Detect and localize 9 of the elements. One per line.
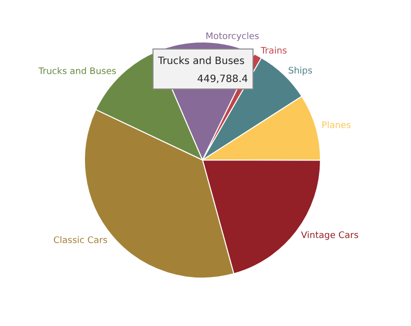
text: Trucks and Buses bbox=[157, 56, 245, 67]
slice-label: Classic Cars bbox=[53, 236, 108, 246]
slice-label: Trucks and Buses bbox=[37, 66, 117, 77]
slice-label: Ships bbox=[288, 66, 313, 76]
text: 449,788.4 bbox=[197, 74, 248, 85]
slice-label: Vintage Cars bbox=[301, 231, 359, 242]
slice-label: Trains bbox=[260, 46, 288, 57]
slice-label: Motorcycles bbox=[205, 32, 260, 42]
slice-label: Planes bbox=[322, 121, 352, 132]
